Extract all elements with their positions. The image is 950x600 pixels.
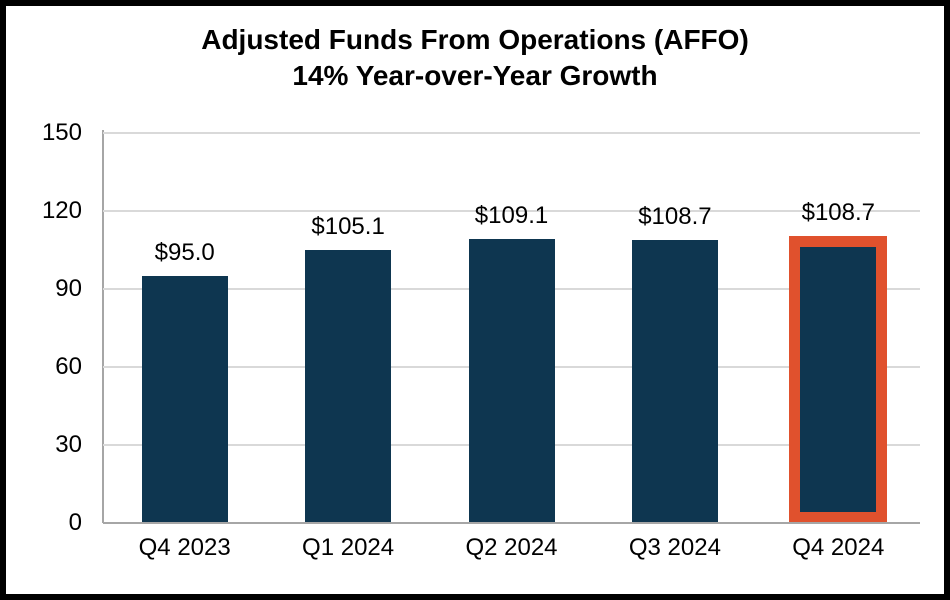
gridline: [103, 210, 920, 212]
x-axis-tick-label: Q4 2024: [792, 534, 885, 561]
bar-data-label: $105.1: [311, 212, 385, 240]
bar-data-label: $108.7: [801, 199, 875, 227]
y-axis-tick-label: 90: [55, 275, 82, 302]
x-axis-tick-label: Q4 2023: [138, 534, 231, 561]
x-axis-tick-label: Q1 2024: [302, 534, 395, 561]
chart-title-line2: 14% Year-over-Year Growth: [292, 59, 658, 91]
x-axis-tick-label: Q3 2024: [628, 534, 721, 561]
chart-title: Adjusted Funds From Operations (AFFO) 14…: [0, 22, 950, 94]
y-axis-tick-label: 150: [41, 119, 82, 146]
y-axis-tick-label: 0: [68, 509, 82, 536]
bar-highlighted: [789, 236, 888, 523]
x-axis-tick-label: Q2 2024: [465, 534, 558, 561]
y-axis-tick-label: 30: [55, 431, 82, 458]
y-axis-line: [102, 130, 104, 523]
y-axis-tick-label: 120: [41, 197, 82, 224]
bar-data-label: $109.1: [474, 202, 549, 230]
gridline: [103, 132, 920, 134]
bar: [141, 276, 228, 523]
x-axis-baseline: [103, 522, 920, 524]
bar-data-label: $108.7: [638, 203, 712, 231]
chart-title-line1: Adjusted Funds From Operations (AFFO): [201, 24, 749, 55]
bar: [631, 240, 718, 523]
y-axis-tick-label: 60: [55, 353, 82, 380]
bar-data-label: $95.0: [154, 239, 215, 266]
bar: [305, 249, 392, 523]
bar: [468, 239, 555, 523]
